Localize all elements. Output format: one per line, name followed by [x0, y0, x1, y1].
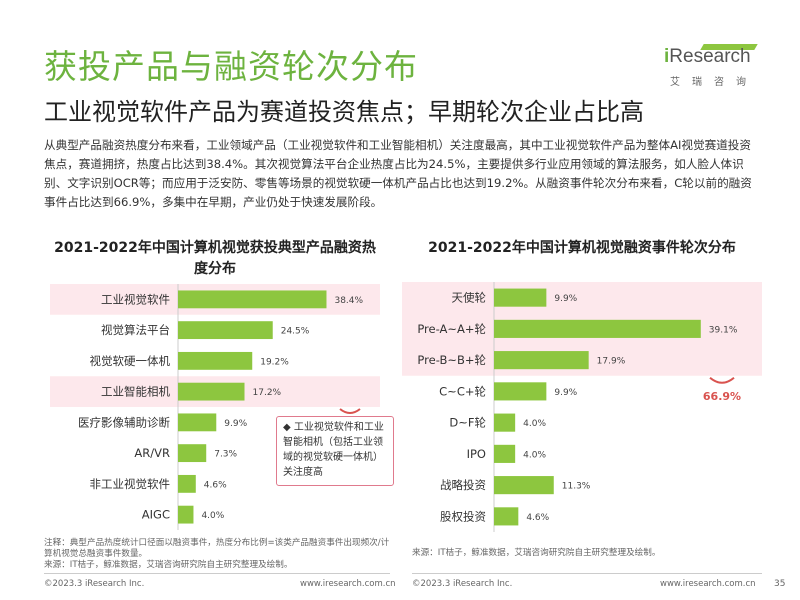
chart1-bar — [178, 382, 245, 401]
chart2-bar — [494, 351, 589, 370]
page-title: 获投产品与融资轮次分布 — [44, 47, 418, 86]
chart2-category-label: 天使轮 — [452, 291, 487, 305]
page-number: 35 — [774, 579, 786, 589]
chart2-category-label: C~C+轮 — [439, 384, 486, 398]
chart1-bar — [178, 351, 253, 370]
chart1-category-label: 视觉算法平台 — [101, 323, 170, 337]
chart1-pointer-icon — [339, 408, 361, 414]
chart1-category-label: 非工业视觉软件 — [90, 477, 171, 491]
chart2-bar — [494, 476, 554, 495]
logo-chinese: 艾瑞咨询 — [670, 77, 758, 88]
logo-brand: iResearch — [664, 46, 751, 67]
chart1-value-label: 19.2% — [260, 357, 289, 367]
chart2-value-label: 9.9% — [554, 294, 577, 304]
chart1-title: 2021-2022年中国计算机视觉获投典型产品融资热度分布 — [54, 240, 376, 277]
chart2-category-label: 战略投资 — [440, 478, 486, 492]
chart1-bar — [178, 474, 196, 493]
chart1-value-label: 7.3% — [214, 450, 237, 460]
chart2-bar — [494, 319, 701, 338]
chart1-category-label: 视觉软硬一体机 — [90, 354, 171, 368]
page-subtitle: 工业视觉软件产品为赛道投资焦点；早期轮次企业占比高 — [44, 98, 644, 126]
chart2-category-label: D~F轮 — [449, 416, 486, 430]
chart1-bar — [178, 321, 273, 340]
footer-copyright-right: ©2023.3 iResearch Inc. — [412, 579, 513, 589]
chart2-value-label: 17.9% — [597, 357, 626, 367]
chart2-bracket-icon — [709, 376, 735, 384]
chart1-category-label: AR/VR — [134, 446, 170, 460]
chart2-category-label: 股权投资 — [440, 509, 486, 523]
footer-copyright-left: ©2023.3 iResearch Inc. — [44, 579, 145, 589]
chart2-value-label: 4.6% — [526, 513, 549, 523]
chart1-category-label: 工业智能相机 — [101, 385, 170, 399]
chart1-value-label: 4.6% — [204, 480, 227, 490]
chart2-category-label: Pre-A~A+轮 — [417, 322, 486, 336]
chart1-bar — [178, 290, 327, 309]
chart1-category-label: 工业视觉软件 — [101, 292, 170, 306]
iresearch-logo: iResearch 艾瑞咨询 — [664, 42, 764, 92]
chart2-value-label: 9.9% — [554, 388, 577, 398]
chart2-value-label: 4.0% — [523, 419, 546, 429]
chart1-value-label: 9.9% — [224, 419, 247, 429]
chart1-value-label: 4.0% — [201, 511, 224, 521]
description-paragraph: 从典型产品融资热度分布来看，工业领域产品（工业视觉软件和工业智能相机）关注度最高… — [44, 138, 752, 209]
chart2-value-label: 39.1% — [709, 325, 738, 335]
chart2-bar — [494, 444, 516, 463]
chart1-value-label: 38.4% — [334, 296, 363, 306]
chart1-category-label: 医疗影像辅助诊断 — [78, 415, 170, 429]
chart1-category-label: AIGC — [142, 508, 170, 522]
chart2-bar — [494, 288, 547, 307]
chart2-bar — [494, 507, 519, 526]
footer-site-left: www.iresearch.com.cn — [300, 579, 396, 589]
chart2-annotation-label: 66.9% — [703, 390, 741, 403]
chart1-annotation-box: ◆ 工业视觉软件和工业智能相机（包括工业领域的视觉软硬一体机）关注度高 — [276, 416, 394, 486]
footer-divider-right — [412, 573, 762, 574]
chart2-bar — [494, 413, 516, 432]
chart2-source: 来源：IT桔子，鲸准数据，艾瑞咨询研究院自主研究整理及绘制。 — [412, 548, 661, 558]
chart1-note: 注释：典型产品热度统计口径面以融资事件，热度分布比例=该类产品融资事件出现频次/… — [44, 538, 390, 570]
chart2-bar — [494, 382, 547, 401]
chart1-bar — [178, 444, 207, 463]
chart2-category-label: IPO — [467, 447, 486, 461]
chart2-svg: 天使轮 9.9% Pre-A~A+轮 39.1% Pre-B~B+轮 17.9% C~C+轮… — [402, 282, 762, 532]
footer-divider-left — [44, 573, 390, 574]
chart2-title: 2021-2022年中国计算机视觉融资事件轮次分布 — [428, 240, 736, 256]
chart2-category-label: Pre-B~B+轮 — [417, 353, 486, 367]
chart1-value-label: 17.2% — [253, 388, 282, 398]
chart2-value-label: 11.3% — [562, 482, 591, 492]
chart1-bar — [178, 505, 194, 524]
chart1-bar — [178, 413, 217, 432]
chart1-value-label: 24.5% — [281, 327, 310, 337]
chart2-value-label: 4.0% — [523, 450, 546, 460]
chart1-svg: 工业视觉软件 38.4% 视觉算法平台 24.5% 视觉软硬一体机 19.2% 工业智能相机… — [50, 284, 380, 530]
footer-site-right: www.iresearch.com.cn — [660, 579, 756, 589]
